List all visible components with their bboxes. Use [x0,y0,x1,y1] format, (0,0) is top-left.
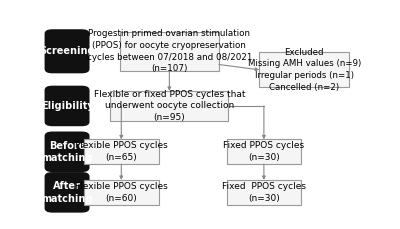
FancyBboxPatch shape [110,91,228,121]
FancyBboxPatch shape [84,180,158,205]
FancyBboxPatch shape [44,86,90,126]
Text: Eligibility: Eligibility [41,101,94,111]
FancyBboxPatch shape [84,139,158,164]
Text: Screening: Screening [39,46,95,56]
Text: Fixed PPOS cycles
(n=30): Fixed PPOS cycles (n=30) [223,141,304,162]
FancyBboxPatch shape [44,131,90,172]
Text: Flexible or fixed PPOS cycles that
underwent oocyte collection
(n=95): Flexible or fixed PPOS cycles that under… [94,90,245,122]
Text: Flexible PPOS cycles
(n=65): Flexible PPOS cycles (n=65) [75,141,168,162]
FancyBboxPatch shape [44,29,90,73]
FancyBboxPatch shape [227,180,301,205]
FancyBboxPatch shape [227,139,301,164]
Text: Flexible PPOS cycles
(n=60): Flexible PPOS cycles (n=60) [75,182,168,203]
FancyBboxPatch shape [259,52,349,87]
FancyBboxPatch shape [120,32,219,71]
Text: Before
matching: Before matching [41,141,93,163]
Text: After
matching: After matching [41,181,93,204]
Text: Progestin primed ovarian stimulation
(PPOS) for oocyte cryopreservation
cycles b: Progestin primed ovarian stimulation (PP… [87,29,252,74]
Text: Excluded
Missing AMH values (n=9)
Irregular periods (n=1)
Cancelled (n=2): Excluded Missing AMH values (n=9) Irregu… [248,48,361,92]
FancyBboxPatch shape [44,172,90,213]
Text: Fixed  PPOS cycles
(n=30): Fixed PPOS cycles (n=30) [222,182,306,203]
